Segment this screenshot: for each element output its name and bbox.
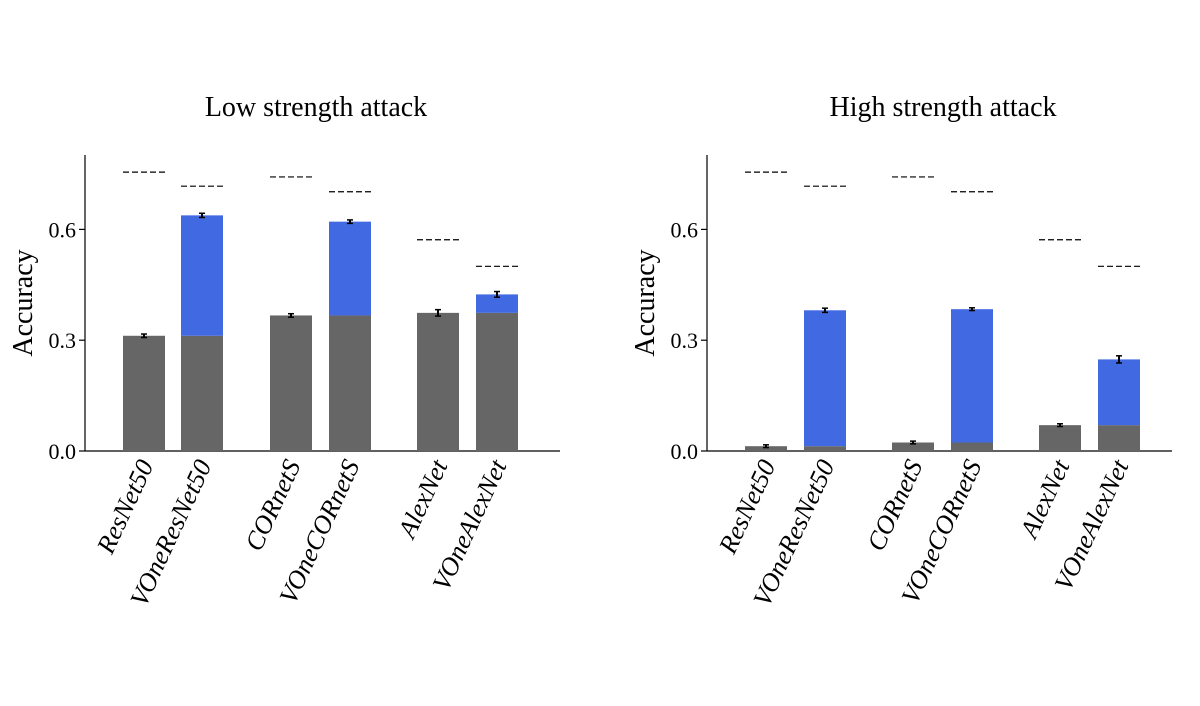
bar-improvement-VOneAlexNet: [476, 294, 518, 313]
bar-base-VOneAlexNet: [476, 312, 518, 451]
y-axis-label: Accuracy: [8, 249, 39, 356]
y-axis-label: Accuracy: [630, 249, 661, 356]
bars: [745, 309, 1140, 451]
x-tick-label-AlexNet: AlexNet: [1014, 455, 1076, 544]
bar-base-VOneResNet50: [181, 335, 223, 451]
reference-lines: [123, 171, 518, 267]
y-ticks: 0.0 0.3 0.6: [49, 217, 85, 464]
bars: [123, 215, 518, 451]
y-tick-label: 0.6: [49, 217, 77, 242]
x-tick-label-CORnetS: CORnetS: [861, 455, 928, 555]
x-tick-label-CORnetS: CORnetS: [239, 455, 306, 555]
bar-improvement-VOneCORnetS: [329, 221, 371, 316]
y-tick-label: 0.0: [49, 439, 77, 464]
chart-title: Low strength attack: [205, 92, 427, 123]
error-bars: [763, 307, 1122, 449]
bar-base-VOneCORnetS: [329, 315, 371, 451]
y-tick-label: 0.6: [671, 217, 699, 242]
x-tick-label-AlexNet: AlexNet: [392, 455, 454, 544]
bar-base-AlexNet: [1039, 425, 1081, 451]
reference-lines: [745, 171, 1140, 267]
y-ticks: 0.0 0.3 0.6: [671, 217, 707, 464]
bar-improvement-VOneCORnetS: [951, 309, 993, 443]
bar-improvement-VOneAlexNet: [1098, 359, 1140, 426]
chart-title: High strength attack: [829, 92, 1056, 123]
bar-base-VOneResNet50: [804, 446, 846, 451]
x-tick-label-ResNet50: ResNet50: [713, 455, 782, 558]
bar-base-ResNet50: [745, 446, 787, 451]
bar-base-CORnetS: [892, 442, 934, 451]
y-tick-label: 0.0: [671, 439, 699, 464]
bar-base-CORnetS: [270, 315, 312, 451]
chart-panel-high-strength: High strength attack Accuracy 0.00.30.6 …: [630, 92, 1172, 611]
y-tick-label: 0.3: [49, 328, 77, 353]
chart-panel-low-strength: Low strength attack Accuracy 0.0 0.3 0.6 R…: [8, 92, 560, 611]
bar-improvement-VOneResNet50: [181, 215, 223, 336]
bar-base-VOneAlexNet: [1098, 425, 1140, 451]
bar-base-ResNet50: [123, 335, 165, 451]
bar-improvement-VOneResNet50: [804, 310, 846, 447]
y-tick-label: 0.3: [671, 328, 699, 353]
error-bars: [141, 212, 500, 339]
bar-base-VOneCORnetS: [951, 442, 993, 451]
bar-base-AlexNet: [417, 312, 459, 451]
